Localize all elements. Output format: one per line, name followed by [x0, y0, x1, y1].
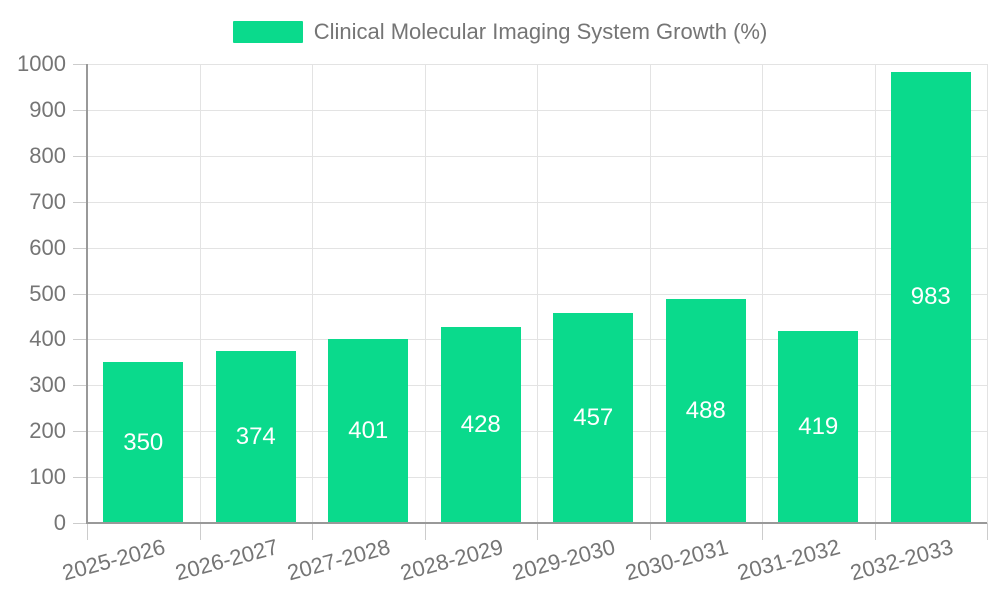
x-axis-tick [987, 523, 988, 540]
y-axis-tick [73, 155, 87, 157]
x-axis-tick [537, 523, 538, 540]
y-axis-tick [73, 385, 87, 387]
x-axis-tick [762, 523, 763, 540]
gridline-vertical [874, 64, 876, 523]
x-axis-tick [649, 523, 651, 540]
x-axis-category-label: 2027-2028 [284, 534, 393, 586]
legend-item[interactable]: Clinical Molecular Imaging System Growth… [0, 17, 1000, 47]
x-axis-tick [312, 523, 313, 540]
bar[interactable]: 983 [890, 71, 971, 523]
bar-value-label: 983 [910, 283, 951, 311]
y-axis-tick [73, 293, 87, 295]
x-axis-category-label: 2028-2029 [397, 534, 506, 586]
bar[interactable]: 428 [440, 326, 521, 523]
x-axis-line [86, 522, 987, 524]
x-axis-tick [87, 523, 88, 540]
bar[interactable]: 374 [215, 351, 296, 523]
y-axis-tick-label: 900 [29, 96, 66, 122]
legend-label: Clinical Molecular Imaging System Growth… [313, 19, 768, 44]
gridline-vertical [649, 64, 651, 523]
y-axis-tick-label: 100 [29, 464, 66, 490]
bar[interactable]: 488 [665, 299, 746, 523]
y-axis-tick-label: 600 [29, 234, 66, 260]
y-axis-tick [73, 523, 87, 524]
bar-value-label: 419 [798, 412, 839, 440]
y-axis-tick-label: 1000 [17, 51, 66, 76]
bar-value-label: 350 [123, 428, 164, 456]
x-axis-tick [199, 523, 201, 540]
y-axis-tick [73, 247, 87, 249]
y-axis-tick-label: 500 [29, 280, 66, 306]
bar-value-label: 488 [685, 396, 726, 424]
gridline-vertical [199, 64, 201, 523]
bar[interactable]: 350 [103, 362, 184, 523]
y-axis-tick [73, 64, 87, 65]
bar-value-label: 374 [235, 423, 276, 451]
bar-value-label: 401 [348, 416, 389, 444]
y-axis-tick [73, 477, 87, 479]
y-axis-tick-label: 400 [29, 326, 66, 352]
x-axis-tick [874, 523, 876, 540]
y-axis-tick-label: 0 [53, 510, 66, 535]
x-axis-category-label: 2030-2031 [622, 534, 731, 586]
bar[interactable]: 419 [778, 330, 859, 523]
gridline-vertical [537, 64, 538, 523]
bar[interactable]: 457 [553, 313, 634, 523]
y-axis-tick-label: 800 [29, 142, 66, 168]
gridline-vertical [987, 64, 988, 523]
x-axis-category-label: 2032-2033 [847, 534, 956, 586]
x-axis-category-label: 2029-2030 [509, 534, 618, 586]
y-axis-tick [73, 201, 87, 203]
gridline-vertical [762, 64, 763, 523]
y-axis-line [86, 64, 88, 524]
x-axis-category-label: 2025-2026 [59, 534, 168, 586]
y-axis-tick-label: 200 [29, 418, 66, 444]
y-axis-tick-label: 300 [29, 372, 66, 398]
x-axis-category-label: 2031-2032 [734, 534, 843, 586]
y-axis-tick [73, 431, 87, 433]
bar-value-label: 457 [573, 404, 614, 432]
x-axis-category-label: 2026-2027 [172, 534, 281, 586]
bar-value-label: 428 [460, 410, 501, 438]
y-axis-tick [73, 339, 87, 341]
bar[interactable]: 401 [328, 338, 409, 523]
gridline-vertical [424, 64, 426, 523]
x-axis-tick [424, 523, 426, 540]
gridline-vertical [312, 64, 313, 523]
legend-swatch-icon [232, 21, 303, 43]
y-axis-tick [73, 109, 87, 111]
y-axis-tick-label: 700 [29, 188, 66, 214]
